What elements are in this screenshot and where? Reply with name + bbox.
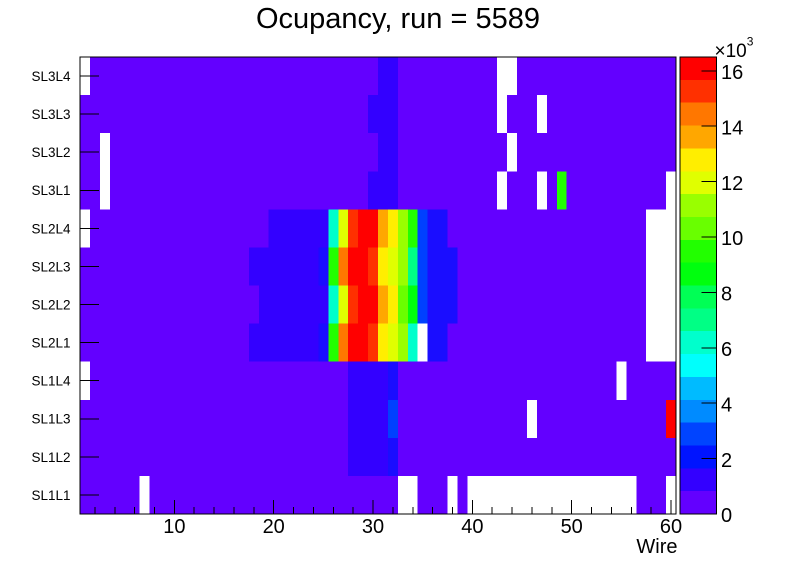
svg-text:SL1L4: SL1L4 [31, 374, 71, 389]
svg-text:10: 10 [721, 228, 743, 250]
svg-text:Ocupancy, run = 5589: Ocupancy, run = 5589 [256, 3, 540, 35]
svg-text:SL1L1: SL1L1 [31, 488, 70, 503]
svg-text:40: 40 [461, 516, 483, 538]
svg-text:SL2L1: SL2L1 [31, 336, 70, 351]
svg-text:SL3L4: SL3L4 [31, 69, 71, 84]
svg-text:SL1L2: SL1L2 [31, 450, 70, 465]
svg-text:0: 0 [721, 505, 732, 527]
svg-text:12: 12 [721, 173, 743, 195]
svg-text:SL2L4: SL2L4 [31, 221, 71, 236]
svg-text:4: 4 [721, 394, 732, 416]
svg-text:SL3L1: SL3L1 [31, 183, 70, 198]
svg-text:2: 2 [721, 450, 732, 472]
svg-text:16: 16 [721, 62, 743, 84]
svg-text:SL1L3: SL1L3 [31, 412, 70, 427]
svg-text:SL2L2: SL2L2 [31, 297, 70, 312]
svg-text:6: 6 [721, 339, 732, 361]
svg-text:10: 10 [163, 516, 185, 538]
svg-text:50: 50 [561, 516, 583, 538]
svg-text:SL3L2: SL3L2 [31, 145, 70, 160]
svg-text:8: 8 [721, 284, 732, 306]
svg-text:20: 20 [263, 516, 285, 538]
svg-text:SL3L3: SL3L3 [31, 107, 70, 122]
svg-text:60: 60 [660, 516, 682, 538]
svg-text:14: 14 [721, 117, 743, 139]
svg-text:SL2L3: SL2L3 [31, 259, 70, 274]
svg-text:30: 30 [362, 516, 384, 538]
svg-text:Wire: Wire [636, 536, 677, 558]
